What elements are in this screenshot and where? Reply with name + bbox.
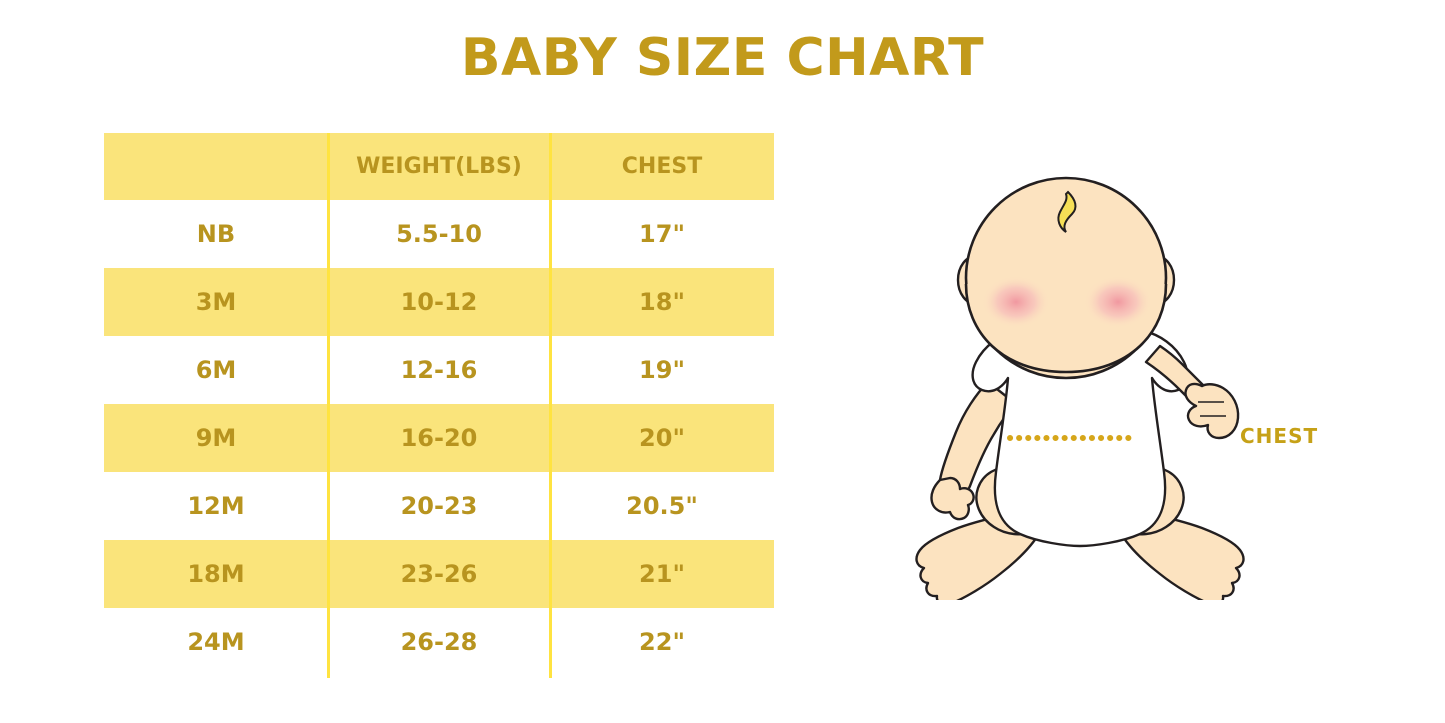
baby-illustration [915, 176, 1245, 600]
cell-weight: 12-16 [328, 336, 550, 404]
cell-size: 12M [104, 472, 328, 540]
column-divider-line [327, 133, 330, 678]
cell-weight: 23-26 [328, 540, 550, 608]
cell-chest: 20.5" [550, 472, 774, 540]
cell-chest: 20" [550, 404, 774, 472]
table-row: 18M 23-26 21" [104, 540, 774, 608]
cell-chest: 22" [550, 608, 774, 676]
cell-chest: 21" [550, 540, 774, 608]
cell-chest: 18" [550, 268, 774, 336]
baby-onesie [971, 322, 1189, 548]
cell-size: 18M [104, 540, 328, 608]
cell-size: 6M [104, 336, 328, 404]
cell-size: NB [104, 200, 328, 268]
cell-chest: 19" [550, 336, 774, 404]
page-title: BABY SIZE CHART [460, 28, 985, 88]
table-row: 6M 12-16 19" [104, 336, 774, 404]
cell-size: 24M [104, 608, 328, 676]
baby-hair-curl [1057, 190, 1077, 233]
table-row: NB 5.5-10 17" [104, 200, 774, 268]
cell-weight: 26-28 [328, 608, 550, 676]
baby-right-arm [1144, 344, 1240, 440]
size-chart-table: WEIGHT(LBS) CHEST NB 5.5-10 17" 3M 10-12… [104, 133, 774, 676]
cell-weight: 20-23 [328, 472, 550, 540]
table-row: 3M 10-12 18" [104, 268, 774, 336]
cell-weight: 10-12 [328, 268, 550, 336]
baby-left-cheek [982, 276, 1050, 328]
baby-right-cheek [1084, 276, 1152, 328]
table-row: 24M 26-28 22" [104, 608, 774, 676]
cell-weight: 16-20 [328, 404, 550, 472]
table-row: 12M 20-23 20.5" [104, 472, 774, 540]
column-divider-line [549, 133, 552, 678]
chest-label: CHEST [1240, 424, 1319, 448]
baby-jaw-outline [964, 283, 1168, 374]
cell-weight: 5.5-10 [328, 200, 550, 268]
header-cell-size [104, 133, 328, 200]
cell-size: 3M [104, 268, 328, 336]
cell-chest: 17" [550, 200, 774, 268]
header-cell-weight: WEIGHT(LBS) [328, 133, 550, 200]
header-cell-chest: CHEST [550, 133, 774, 200]
table-row: 9M 16-20 20" [104, 404, 774, 472]
table-header-row: WEIGHT(LBS) CHEST [104, 133, 774, 200]
cell-size: 9M [104, 404, 328, 472]
baby-left-arm [930, 380, 1018, 521]
